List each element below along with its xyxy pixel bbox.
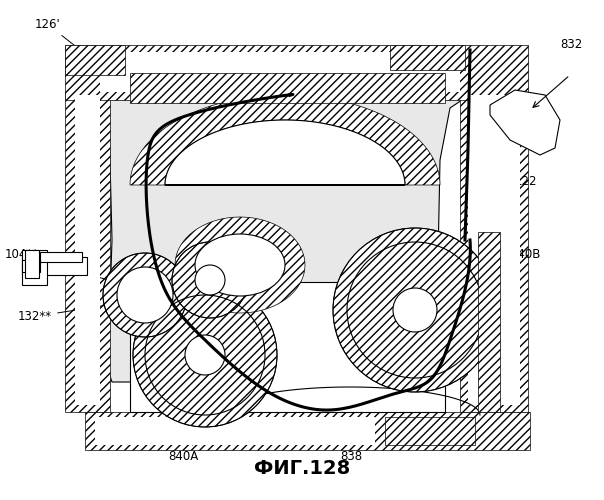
Bar — [130, 282, 445, 412]
Text: 838: 838 — [340, 432, 362, 463]
Polygon shape — [108, 88, 462, 382]
Text: 832: 832 — [560, 38, 582, 52]
Polygon shape — [165, 120, 405, 185]
Circle shape — [185, 335, 225, 375]
Bar — [385, 417, 475, 445]
Bar — [65, 92, 110, 412]
Bar — [130, 73, 445, 103]
Text: 132**: 132** — [18, 306, 105, 323]
Bar — [40, 252, 82, 262]
Text: 122: 122 — [501, 175, 538, 199]
Text: 104**: 104** — [5, 248, 105, 279]
Ellipse shape — [195, 234, 285, 296]
Text: 840А: 840А — [168, 432, 203, 463]
Bar — [22, 260, 40, 272]
Circle shape — [393, 288, 437, 332]
Circle shape — [133, 283, 277, 427]
Bar — [22, 257, 87, 275]
Circle shape — [195, 265, 225, 295]
Polygon shape — [130, 95, 440, 185]
Text: 840В: 840В — [501, 248, 541, 292]
Bar — [22, 250, 47, 285]
Bar — [390, 45, 465, 70]
Circle shape — [117, 267, 173, 323]
Circle shape — [103, 253, 187, 337]
Circle shape — [333, 228, 497, 392]
Bar — [65, 45, 125, 75]
Bar — [65, 45, 528, 100]
Bar — [468, 95, 520, 405]
Text: ФИГ.128: ФИГ.128 — [254, 459, 350, 478]
Bar — [25, 250, 39, 278]
Polygon shape — [490, 90, 560, 155]
Bar — [100, 52, 460, 92]
Bar — [75, 95, 100, 405]
Bar — [478, 232, 500, 412]
Polygon shape — [175, 217, 305, 313]
Circle shape — [172, 242, 248, 318]
Bar — [85, 412, 530, 450]
Bar — [95, 417, 375, 445]
Bar — [460, 92, 528, 412]
Text: 126': 126' — [35, 18, 110, 74]
